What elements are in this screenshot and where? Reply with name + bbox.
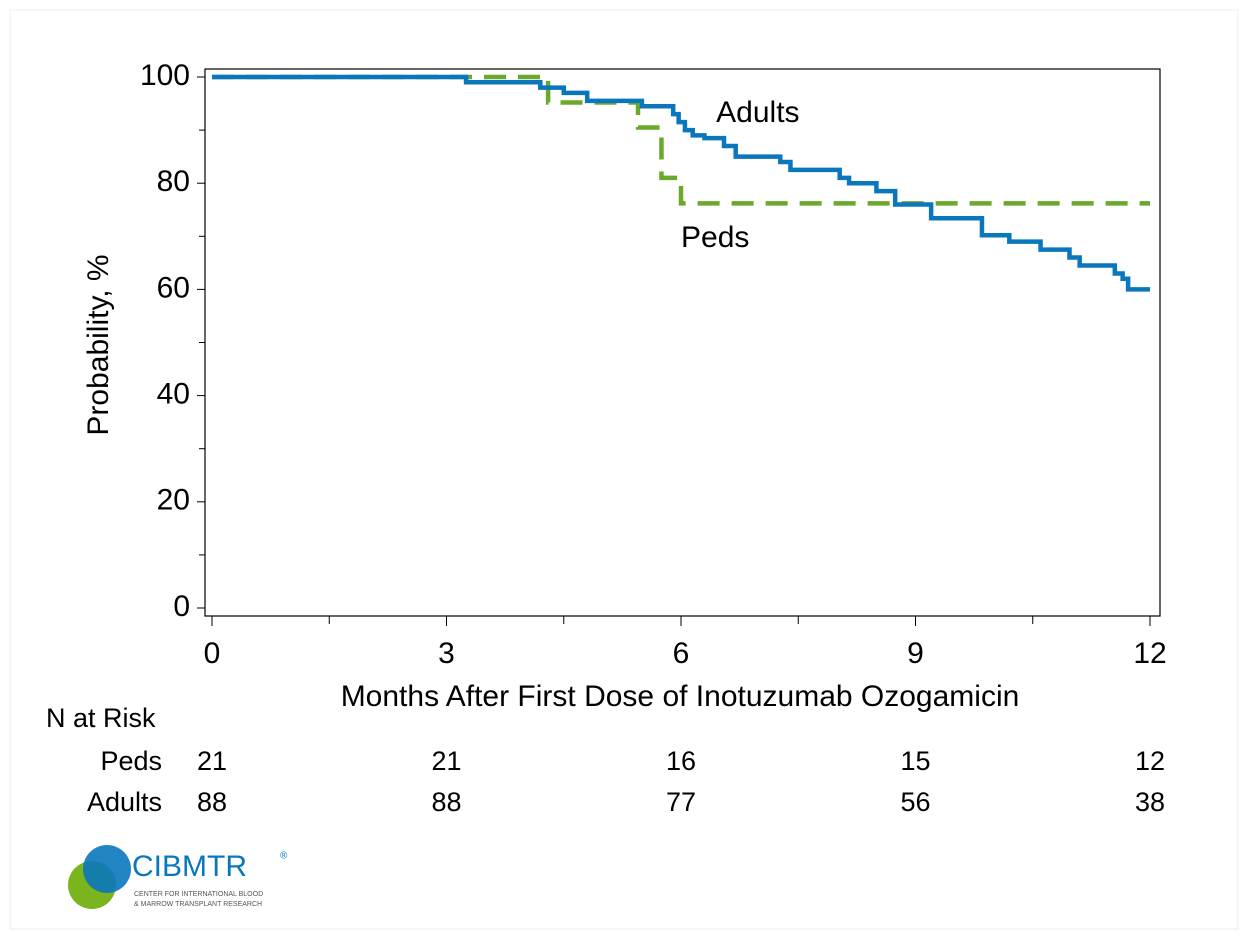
logo-name: CIBMTR [132, 850, 247, 883]
y-tick-label: 20 [157, 484, 190, 517]
km-curve [212, 74, 1150, 206]
x-axis-label: Months After First Dose of Inotuzumab Oz… [341, 680, 1020, 713]
y-tick-label: 80 [157, 165, 190, 198]
risk-value: 15 [900, 746, 930, 776]
x-tick-label: 0 [204, 637, 221, 670]
logo-mark: ® [280, 851, 288, 862]
risk-value: 12 [1135, 746, 1165, 776]
annotation: Peds [681, 221, 749, 254]
risk-value: 21 [197, 746, 227, 776]
y-tick-label: 0 [173, 590, 190, 623]
annotation: Adults [716, 96, 799, 129]
logo-line: & MARROW TRANSPLANT RESEARCH [134, 901, 262, 908]
risk-value: 88 [431, 787, 461, 817]
risk-row-name: Peds [100, 746, 162, 776]
risk-value: 77 [666, 787, 696, 817]
x-tick-label: 9 [907, 637, 924, 670]
x-tick-label: 6 [673, 637, 690, 670]
risk-row-name: Adults [87, 787, 162, 817]
plot-frame [204, 68, 1161, 617]
risk-value: 88 [197, 787, 227, 817]
risk-value: 21 [431, 746, 461, 776]
km-curve [212, 74, 1150, 292]
y-tick-label: 60 [157, 271, 190, 304]
logo: CIBMTR ® CENTER FOR INTERNATIONAL BLOOD … [68, 845, 288, 909]
x-tick-label: 3 [438, 637, 455, 670]
risk-value: 38 [1135, 787, 1165, 817]
risk-title: N at Risk [46, 703, 156, 733]
risk-value: 56 [900, 787, 930, 817]
risk-value: 16 [666, 746, 696, 776]
logo-circle [83, 845, 131, 893]
x-tick-label: 12 [1133, 637, 1166, 670]
frame [9, 9, 1239, 930]
y-axis-label: Probability, % [82, 254, 115, 435]
y-tick-label: 40 [157, 378, 190, 411]
y-tick-label: 100 [140, 59, 190, 92]
logo-line: CENTER FOR INTERNATIONAL BLOOD [134, 891, 263, 898]
